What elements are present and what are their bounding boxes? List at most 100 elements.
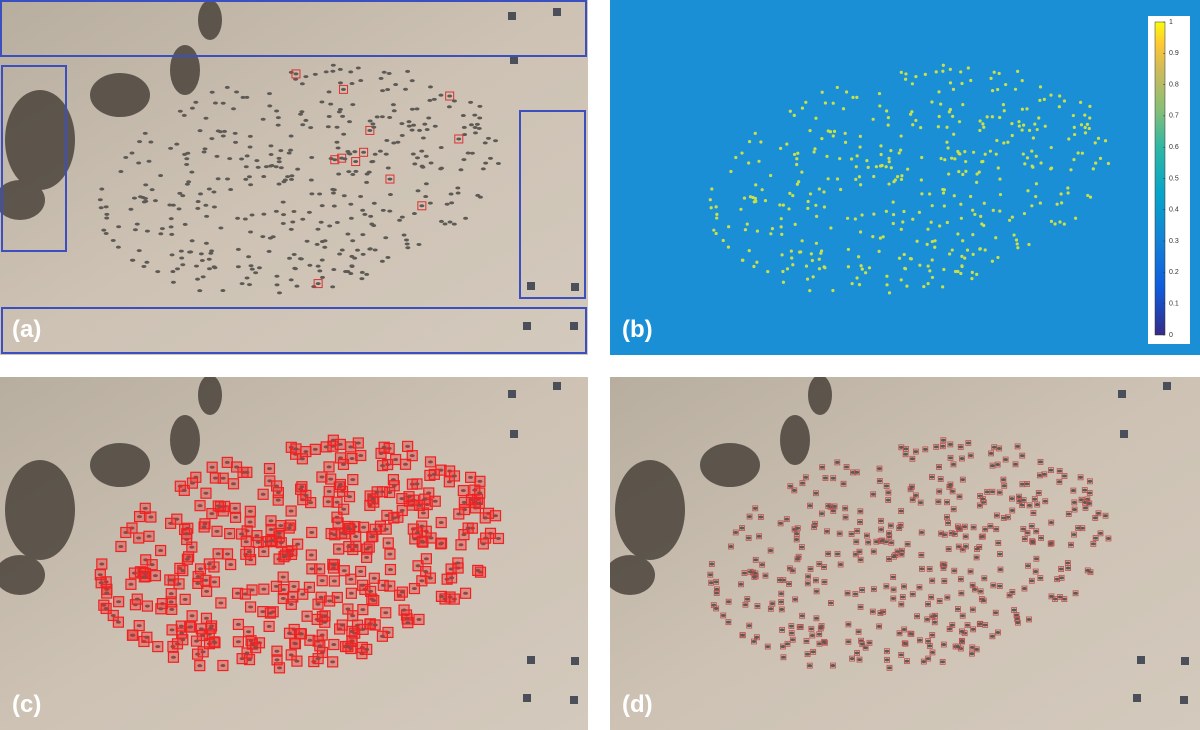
- animal: [330, 566, 336, 570]
- density-peak: [945, 220, 949, 225]
- density-peak: [953, 269, 958, 274]
- animal: [308, 553, 314, 557]
- animal: [909, 457, 915, 461]
- detection-box: [417, 507, 430, 519]
- animal: [1014, 613, 1020, 617]
- detection-box: [947, 481, 954, 488]
- animal: [348, 202, 354, 206]
- density-peak: [982, 201, 986, 205]
- animal: [309, 530, 315, 534]
- animal: [949, 623, 955, 627]
- detection-box: [830, 662, 836, 669]
- animal: [1071, 533, 1077, 537]
- animal: [177, 566, 183, 570]
- detection-box: [212, 500, 224, 512]
- detection-box: [1042, 498, 1049, 505]
- density-peak: [960, 254, 964, 258]
- animal: [910, 592, 916, 596]
- animal: [208, 626, 214, 630]
- animal: [974, 647, 980, 651]
- density-peak: [778, 203, 782, 207]
- animal: [458, 168, 464, 172]
- detection-box: [1037, 575, 1044, 581]
- detection-box: [844, 590, 851, 597]
- animal: [927, 567, 933, 571]
- detection-box: [472, 564, 484, 577]
- animal: [168, 592, 174, 596]
- animal: [278, 149, 284, 153]
- detection-box: [959, 455, 965, 462]
- density-peak: [1073, 216, 1078, 220]
- detection-box: [377, 579, 389, 591]
- animal: [1009, 508, 1015, 512]
- animal: [399, 590, 405, 594]
- density-peak: [846, 247, 850, 252]
- animal: [364, 272, 370, 276]
- animal: [220, 101, 226, 105]
- animal: [1024, 531, 1030, 535]
- animal: [235, 591, 241, 595]
- animal: [142, 571, 148, 575]
- detection-box: [981, 575, 988, 582]
- detection-box: [263, 462, 276, 475]
- detection-box: [367, 493, 379, 505]
- animal: [472, 125, 478, 129]
- animal: [854, 651, 860, 655]
- density-peak: [939, 102, 943, 106]
- animal: [845, 622, 851, 626]
- density-peak: [1080, 151, 1084, 155]
- animal: [206, 257, 212, 261]
- detection-box: [200, 574, 212, 586]
- detection-box: [752, 556, 759, 563]
- animal: [752, 506, 758, 510]
- density-peak: [751, 195, 755, 200]
- animal: [345, 232, 351, 236]
- detection-box: [322, 496, 334, 508]
- animal: [158, 607, 164, 611]
- animal: [816, 562, 822, 566]
- animal: [903, 447, 909, 451]
- detection-box: [319, 610, 331, 622]
- animal: [334, 140, 340, 144]
- detection-box: [857, 556, 864, 563]
- density-peak: [957, 151, 961, 156]
- animal: [468, 123, 474, 127]
- animal: [1065, 561, 1071, 565]
- animal: [334, 125, 340, 129]
- density-peak: [1038, 98, 1042, 102]
- detection-box: [273, 662, 286, 674]
- detection-box: [175, 620, 187, 632]
- animal: [318, 595, 324, 599]
- detection-box: [231, 587, 244, 599]
- detection-box: [854, 650, 860, 656]
- animal: [1082, 506, 1088, 510]
- animal: [325, 500, 331, 504]
- density-peak: [926, 264, 930, 268]
- animal: [463, 591, 469, 595]
- density-peak: [947, 172, 951, 176]
- detection-box: [201, 585, 213, 597]
- animal: [347, 495, 353, 499]
- detection-box: [459, 587, 472, 599]
- animal: [184, 532, 190, 536]
- density-peak: [835, 177, 840, 181]
- animal: [261, 550, 267, 554]
- detection-box: [1071, 499, 1078, 506]
- animal: [215, 552, 221, 556]
- animal: [180, 569, 186, 573]
- panel-b-image: [610, 0, 1200, 355]
- animal: [360, 583, 366, 587]
- animal: [98, 581, 104, 585]
- detection-box: [778, 590, 785, 597]
- animal: [472, 131, 478, 135]
- density-peak: [780, 232, 784, 236]
- animal: [816, 642, 822, 646]
- animal: [350, 173, 356, 177]
- animal: [780, 655, 786, 659]
- animal: [420, 511, 426, 515]
- detection-box: [759, 561, 766, 568]
- animal: [941, 579, 947, 583]
- animal: [905, 542, 911, 546]
- detection-box: [312, 598, 324, 610]
- animal: [189, 170, 195, 174]
